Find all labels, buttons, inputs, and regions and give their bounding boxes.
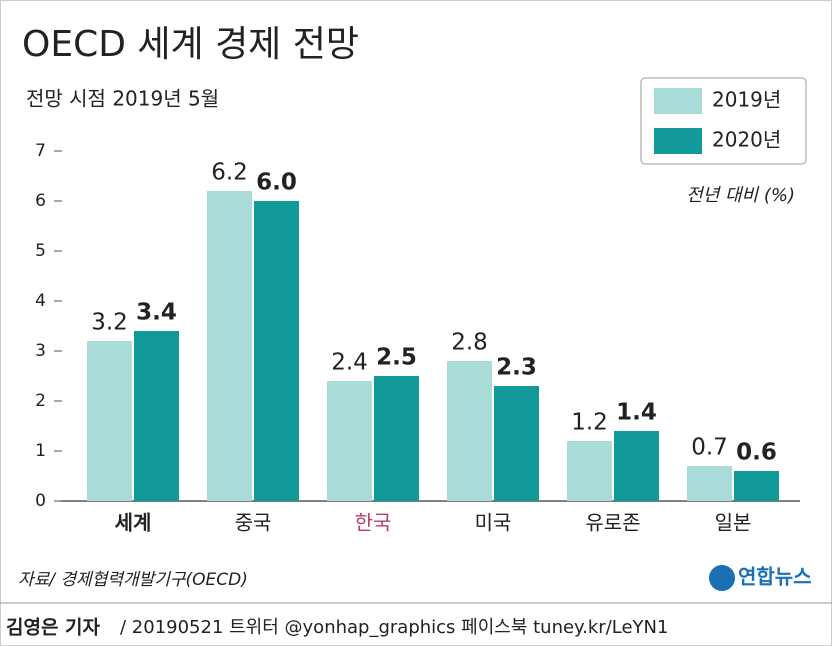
value-label: 6.0 <box>256 170 297 196</box>
bar <box>567 441 612 501</box>
y-tick-label: 1 <box>35 441 46 461</box>
value-label: 3.4 <box>136 300 177 326</box>
unit-label: 전년 대비 (%) <box>686 185 795 206</box>
credit: / 20190521 트위터 @yonhap_graphics 페이스북 tun… <box>120 617 668 638</box>
legend-swatch <box>654 128 702 154</box>
bar <box>614 431 659 501</box>
x-tick-label: 미국 <box>475 511 512 535</box>
bar <box>254 201 299 501</box>
value-label: 2.3 <box>496 355 537 381</box>
value-label: 2.4 <box>331 350 368 376</box>
value-label: 2.5 <box>376 345 417 371</box>
legend-label: 2020년 <box>712 128 781 152</box>
chart-title: OECD 세계 경제 전망 <box>22 24 359 65</box>
value-label: 1.4 <box>616 400 657 426</box>
bar <box>447 361 492 501</box>
y-tick-label: 2 <box>35 391 46 411</box>
x-tick-label: 일본 <box>715 511 752 535</box>
x-tick-label: 세계 <box>115 511 152 535</box>
bar <box>687 466 732 501</box>
y-tick-label: 5 <box>35 241 46 261</box>
value-label: 3.2 <box>91 310 128 336</box>
legend-label: 2019년 <box>712 88 781 112</box>
y-tick-label: 3 <box>35 341 46 361</box>
legend-swatch <box>654 88 702 114</box>
bar <box>134 331 179 501</box>
bar <box>207 191 252 501</box>
bar <box>87 341 132 501</box>
x-tick-label: 한국 <box>355 511 392 535</box>
bar <box>374 376 419 501</box>
value-label: 0.7 <box>691 435 728 461</box>
subtitle: 전망 시점 2019년 5월 <box>26 87 219 111</box>
bar <box>327 381 372 501</box>
bar <box>734 471 779 501</box>
y-tick-label: 4 <box>35 291 46 311</box>
y-tick-label: 7 <box>35 141 46 161</box>
y-tick-label: 6 <box>35 191 46 211</box>
logo: 연합뉴스 <box>738 565 812 589</box>
value-label: 6.2 <box>211 160 248 186</box>
y-tick-label: 0 <box>35 491 46 511</box>
x-tick-label: 중국 <box>235 511 272 535</box>
value-label: 0.6 <box>736 440 777 466</box>
x-tick-label: 유로존 <box>585 511 640 535</box>
logo-icon <box>709 565 735 591</box>
value-label: 1.2 <box>571 410 608 436</box>
source: 자료/ 경제협력개발기구(OECD) <box>18 570 248 590</box>
author: 김영은 기자 <box>6 617 101 639</box>
bar <box>494 386 539 501</box>
value-label: 2.8 <box>451 330 488 356</box>
